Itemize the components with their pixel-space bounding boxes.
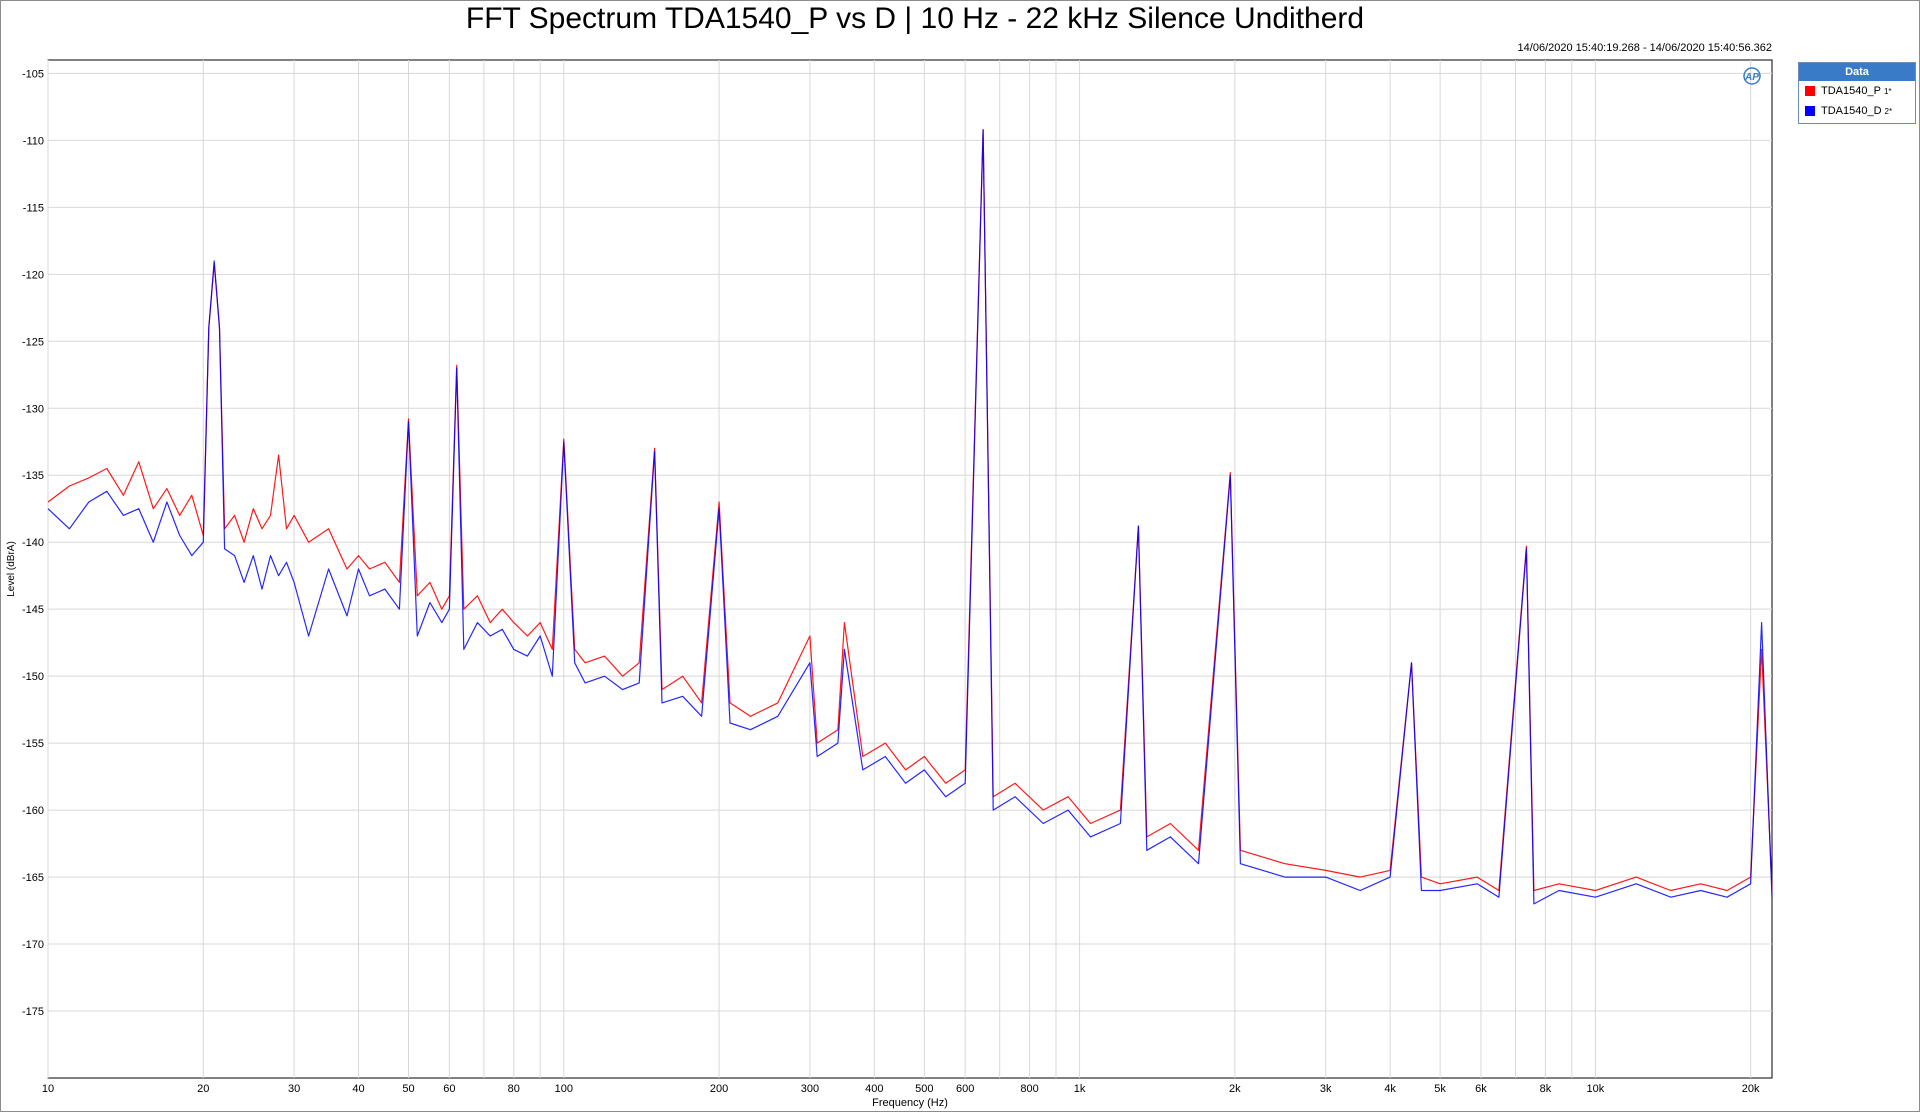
x-tick-label: 6k bbox=[1475, 1083, 1487, 1095]
series-line-tda1540-p bbox=[47, 129, 1773, 892]
y-tick-label: -145 bbox=[22, 604, 44, 616]
y-tick-label: -105 bbox=[22, 68, 44, 80]
x-tick-label: 800 bbox=[1020, 1083, 1038, 1095]
legend-item-tda1540-p[interactable]: TDA1540_P 1* bbox=[1799, 81, 1915, 101]
y-tick-label: -125 bbox=[22, 336, 44, 348]
grid-lines bbox=[47, 60, 1772, 1078]
legend-header: Data bbox=[1799, 63, 1915, 81]
y-tick-label: -175 bbox=[22, 1006, 44, 1018]
y-tick-label: -155 bbox=[22, 738, 44, 750]
y-tick-label: -120 bbox=[22, 269, 44, 281]
legend-label: TDA1540_P bbox=[1821, 85, 1881, 97]
plot-area bbox=[47, 59, 1773, 1079]
axis-labels: -105 -110 -115 -120 -125 -130 -135 -140 -145 -150… bbox=[22, 68, 1760, 1095]
chart-title: FFT Spectrum TDA1540_P vs D | 10 Hz - 22… bbox=[465, 2, 1365, 35]
legend-suffix: 1* bbox=[1883, 87, 1892, 96]
legend-label: TDA1540_D bbox=[1821, 105, 1882, 117]
x-tick-label: 10k bbox=[1587, 1083, 1605, 1095]
legend: Data TDA1540_P 1* TDA1540_D 2* bbox=[1798, 62, 1916, 124]
svg-text:AP: AP bbox=[1744, 72, 1759, 83]
y-tick-label: -165 bbox=[22, 872, 44, 884]
legend-swatch-red bbox=[1805, 86, 1815, 96]
x-tick-label: 20k bbox=[1742, 1083, 1760, 1095]
y-tick-label: -135 bbox=[22, 470, 44, 482]
x-tick-label: 300 bbox=[801, 1083, 819, 1095]
series-line-tda1540-d bbox=[47, 129, 1773, 905]
x-axis-label: Frequency (Hz) bbox=[872, 1097, 948, 1109]
x-tick-label: 8k bbox=[1540, 1083, 1552, 1095]
x-tick-label: 1k bbox=[1074, 1083, 1086, 1095]
x-tick-label: 600 bbox=[956, 1083, 974, 1095]
x-tick-label: 5k bbox=[1434, 1083, 1446, 1095]
x-tick-label: 40 bbox=[352, 1083, 364, 1095]
y-tick-label: -115 bbox=[23, 202, 44, 214]
x-tick-label: 3k bbox=[1320, 1083, 1332, 1095]
y-tick-label: -170 bbox=[22, 939, 44, 951]
x-tick-label: 10 bbox=[42, 1083, 54, 1095]
x-tick-label: 400 bbox=[865, 1083, 883, 1095]
legend-suffix: 2* bbox=[1884, 107, 1893, 116]
legend-item-tda1540-d[interactable]: TDA1540_D 2* bbox=[1799, 101, 1915, 121]
x-tick-label: 50 bbox=[402, 1083, 414, 1095]
measurement-timestamp: 14/06/2020 15:40:19.268 - 14/06/2020 15:… bbox=[1517, 42, 1772, 54]
x-tick-label: 500 bbox=[915, 1083, 933, 1095]
y-tick-label: -130 bbox=[22, 403, 44, 415]
x-tick-label: 30 bbox=[288, 1083, 300, 1095]
x-tick-label: 2k bbox=[1229, 1083, 1241, 1095]
x-tick-label: 80 bbox=[508, 1083, 520, 1095]
y-axis-label: Level (dBrA) bbox=[6, 541, 17, 597]
series-layer bbox=[47, 129, 1773, 905]
y-tick-label: -110 bbox=[23, 135, 44, 147]
x-tick-label: 60 bbox=[443, 1083, 455, 1095]
y-tick-label: -160 bbox=[22, 805, 44, 817]
x-tick-label: 20 bbox=[197, 1083, 209, 1095]
legend-swatch-blue bbox=[1805, 106, 1815, 116]
x-tick-label: 4k bbox=[1384, 1083, 1396, 1095]
x-tick-label: 200 bbox=[710, 1083, 728, 1095]
ap-logo: AP bbox=[1743, 67, 1761, 85]
y-tick-label: -150 bbox=[22, 671, 44, 683]
x-tick-label: 100 bbox=[555, 1083, 573, 1095]
y-tick-label: -140 bbox=[22, 537, 44, 549]
